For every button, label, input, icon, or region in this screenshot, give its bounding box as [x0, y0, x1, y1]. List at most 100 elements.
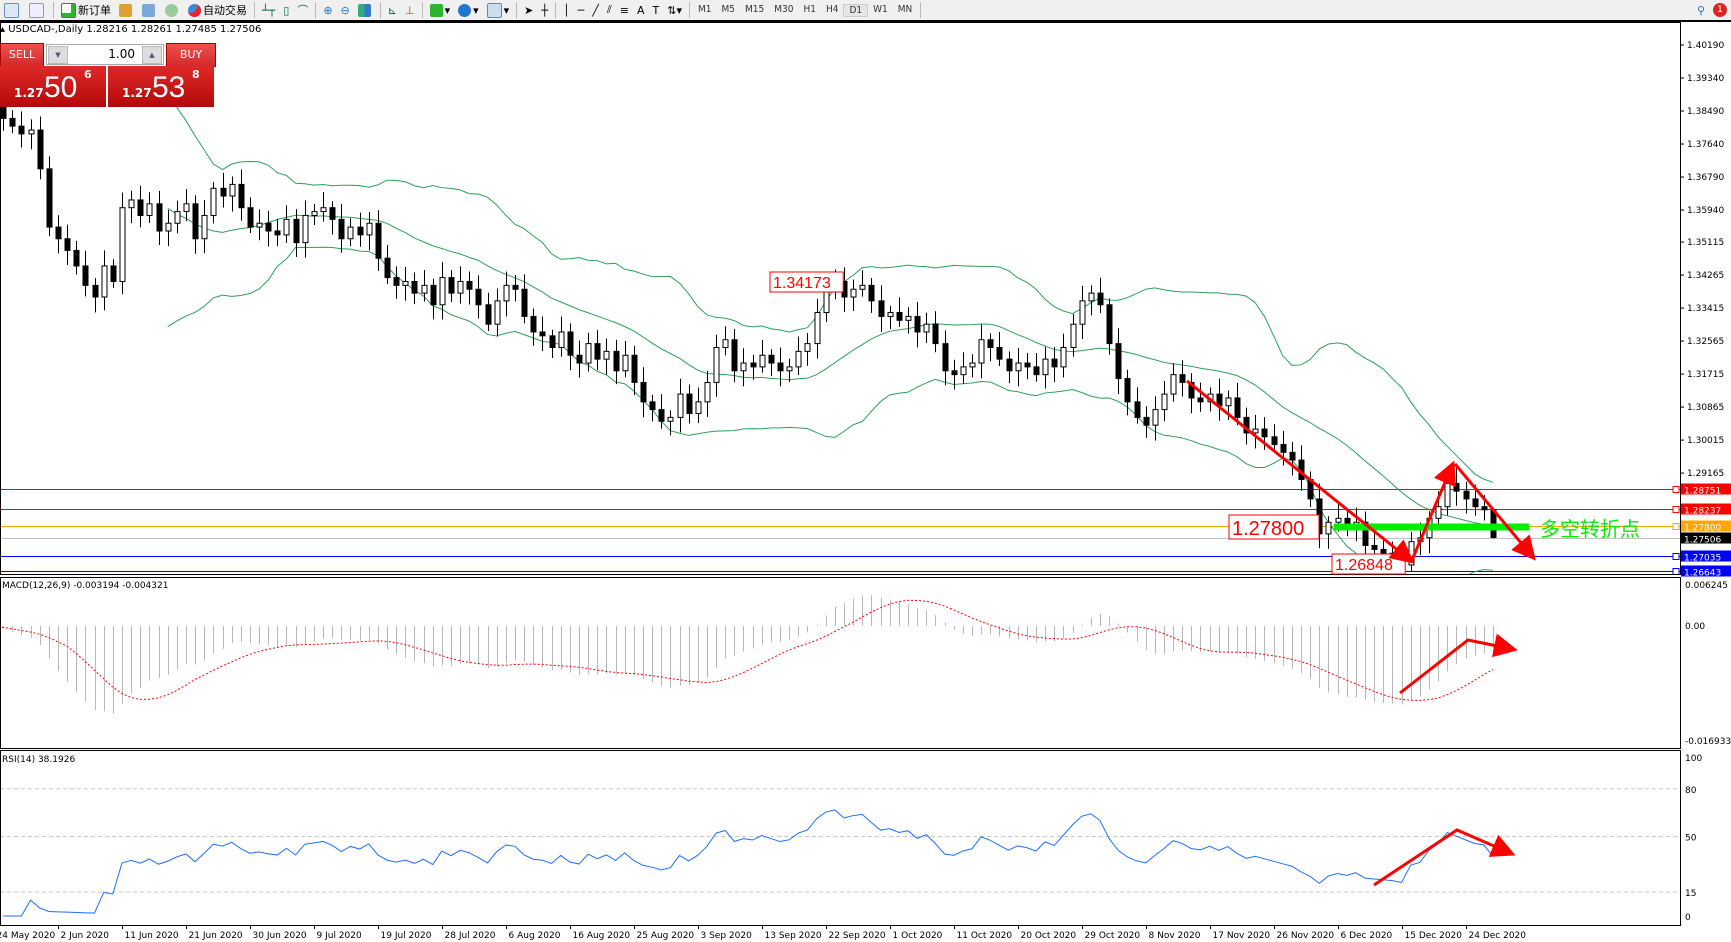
candle-bear: [430, 284, 437, 306]
chart-shift-button[interactable]: ⊥: [401, 1, 419, 19]
bar-chart-button[interactable]: ┴┬: [258, 1, 279, 19]
autoscroll-button[interactable]: ⊾: [384, 1, 401, 19]
price-level-badge: [1681, 532, 1731, 544]
vertical-line-tool[interactable]: │: [559, 1, 574, 19]
candle-bull: [1435, 506, 1442, 519]
candle-bull: [1252, 428, 1259, 434]
horizontal-line-tool[interactable]: ─: [574, 1, 589, 19]
lot-size-input[interactable]: [69, 46, 135, 62]
zoom-in-button[interactable]: ⊕: [319, 1, 336, 19]
candle-bear: [640, 381, 647, 403]
candle-bear: [1261, 428, 1268, 438]
candle-bull: [978, 339, 985, 364]
zoom-out-button[interactable]: ⊖: [337, 1, 354, 19]
candle: [283, 205, 290, 243]
market-watch-button[interactable]: [138, 1, 161, 19]
candle: [329, 201, 336, 235]
lot-decrease-button[interactable]: ▼: [48, 46, 68, 64]
lot-increase-button[interactable]: ▲: [142, 46, 162, 64]
candle: [366, 212, 373, 251]
rsi-axis-label: 0: [1685, 913, 1691, 923]
candle: [448, 270, 455, 303]
timeframe-m15[interactable]: M15: [745, 3, 765, 15]
price-tick-label: 1.30015: [1687, 436, 1724, 446]
candle: [1463, 481, 1470, 514]
timeframe-d1[interactable]: D1: [843, 3, 869, 17]
candle-bear: [594, 343, 601, 360]
candle-chart-button[interactable]: ▯: [279, 1, 293, 19]
profiles-button[interactable]: [25, 1, 50, 19]
candle: [549, 329, 556, 358]
candle-bear: [896, 312, 903, 321]
rsi-axis-label: 50: [1685, 834, 1697, 844]
sell-button[interactable]: SELL: [0, 43, 44, 67]
candle: [457, 266, 464, 304]
rsi-pane: RSI(14) 38.1926: [0, 755, 1680, 917]
buy-price[interactable]: 1.27 53 8: [108, 66, 214, 107]
candle-bear: [64, 238, 71, 251]
candlestick-icon: ▯: [283, 3, 290, 17]
timeframe-h1[interactable]: H1: [803, 3, 816, 15]
candle: [786, 358, 793, 383]
price-level-label: 1.28237: [1684, 507, 1721, 517]
price-level-handle: [1672, 506, 1680, 513]
buy-price-big: 1.27: [122, 86, 152, 100]
sell-price-pips: 50: [44, 71, 78, 104]
crosshair-tool[interactable]: ┼: [537, 1, 552, 19]
candle: [1362, 511, 1369, 560]
meta-editor-button[interactable]: [115, 1, 138, 19]
fibonacci-tool[interactable]: ≡: [616, 1, 633, 19]
candle-bull: [439, 277, 446, 306]
timeframe-m5[interactable]: M5: [721, 3, 736, 15]
sell-price[interactable]: 1.27 50 6: [0, 66, 106, 107]
new-chart-button[interactable]: [0, 1, 25, 19]
indicators-button[interactable]: ▾: [426, 1, 455, 19]
trendline-tool[interactable]: ╱: [588, 1, 603, 19]
label-tool[interactable]: T: [649, 1, 664, 19]
timeframe-m30[interactable]: M30: [774, 3, 794, 15]
buy-button[interactable]: BUY: [166, 43, 216, 67]
macd-axis-label: 0.006245: [1685, 581, 1728, 591]
candle-bull: [859, 284, 866, 290]
channel-tool[interactable]: ⫽: [603, 1, 616, 19]
date-tick-label: 11 Oct 2020: [957, 931, 1013, 941]
arrows-tool[interactable]: ⇅▾: [663, 1, 686, 19]
date-tick-label: 2 Jun 2020: [61, 931, 110, 941]
candle-bear: [658, 409, 665, 422]
sell-price-fraction: 6: [84, 68, 92, 81]
candle-bull: [174, 211, 181, 224]
database-icon: [142, 3, 155, 17]
candle: [1161, 381, 1168, 422]
candle: [777, 347, 784, 387]
search-button[interactable]: ⚲: [1693, 1, 1709, 19]
tile-windows-button[interactable]: [354, 1, 377, 19]
timeframe-m1[interactable]: M1: [698, 3, 712, 15]
date-tick-label: 28 Jul 2020: [445, 931, 496, 941]
periods-button[interactable]: ▾: [454, 1, 483, 19]
auto-trading-label: 自动交易: [203, 4, 247, 17]
auto-trading-button[interactable]: 自动交易: [184, 1, 251, 19]
candle-bear: [878, 300, 885, 317]
text-tool[interactable]: A: [633, 1, 649, 19]
timeframe-h4[interactable]: H4: [825, 3, 839, 15]
candle: [1079, 285, 1086, 340]
new-order-button[interactable]: 新订单: [57, 1, 115, 19]
price-level-badge: [1681, 565, 1731, 577]
candle: [640, 367, 647, 418]
candle-bull: [585, 343, 592, 364]
collapse-triangle-icon[interactable]: ▴: [0, 24, 6, 35]
candle: [28, 119, 35, 150]
rsi-arrow: [1373, 828, 1516, 887]
notifications-button[interactable]: 1: [1709, 1, 1731, 19]
signals-button[interactable]: [161, 1, 184, 19]
candle-bear: [932, 323, 939, 345]
line-chart-button[interactable]: ⌒: [293, 1, 312, 19]
candle-bear: [1481, 506, 1488, 511]
candle-bear: [110, 265, 117, 282]
timeframe-w1[interactable]: W1: [873, 3, 888, 15]
candle: [512, 274, 519, 302]
cursor-tool[interactable]: ➤: [520, 1, 537, 19]
timeframe-mn[interactable]: MN: [897, 3, 913, 15]
templates-button[interactable]: ▾: [483, 1, 514, 19]
